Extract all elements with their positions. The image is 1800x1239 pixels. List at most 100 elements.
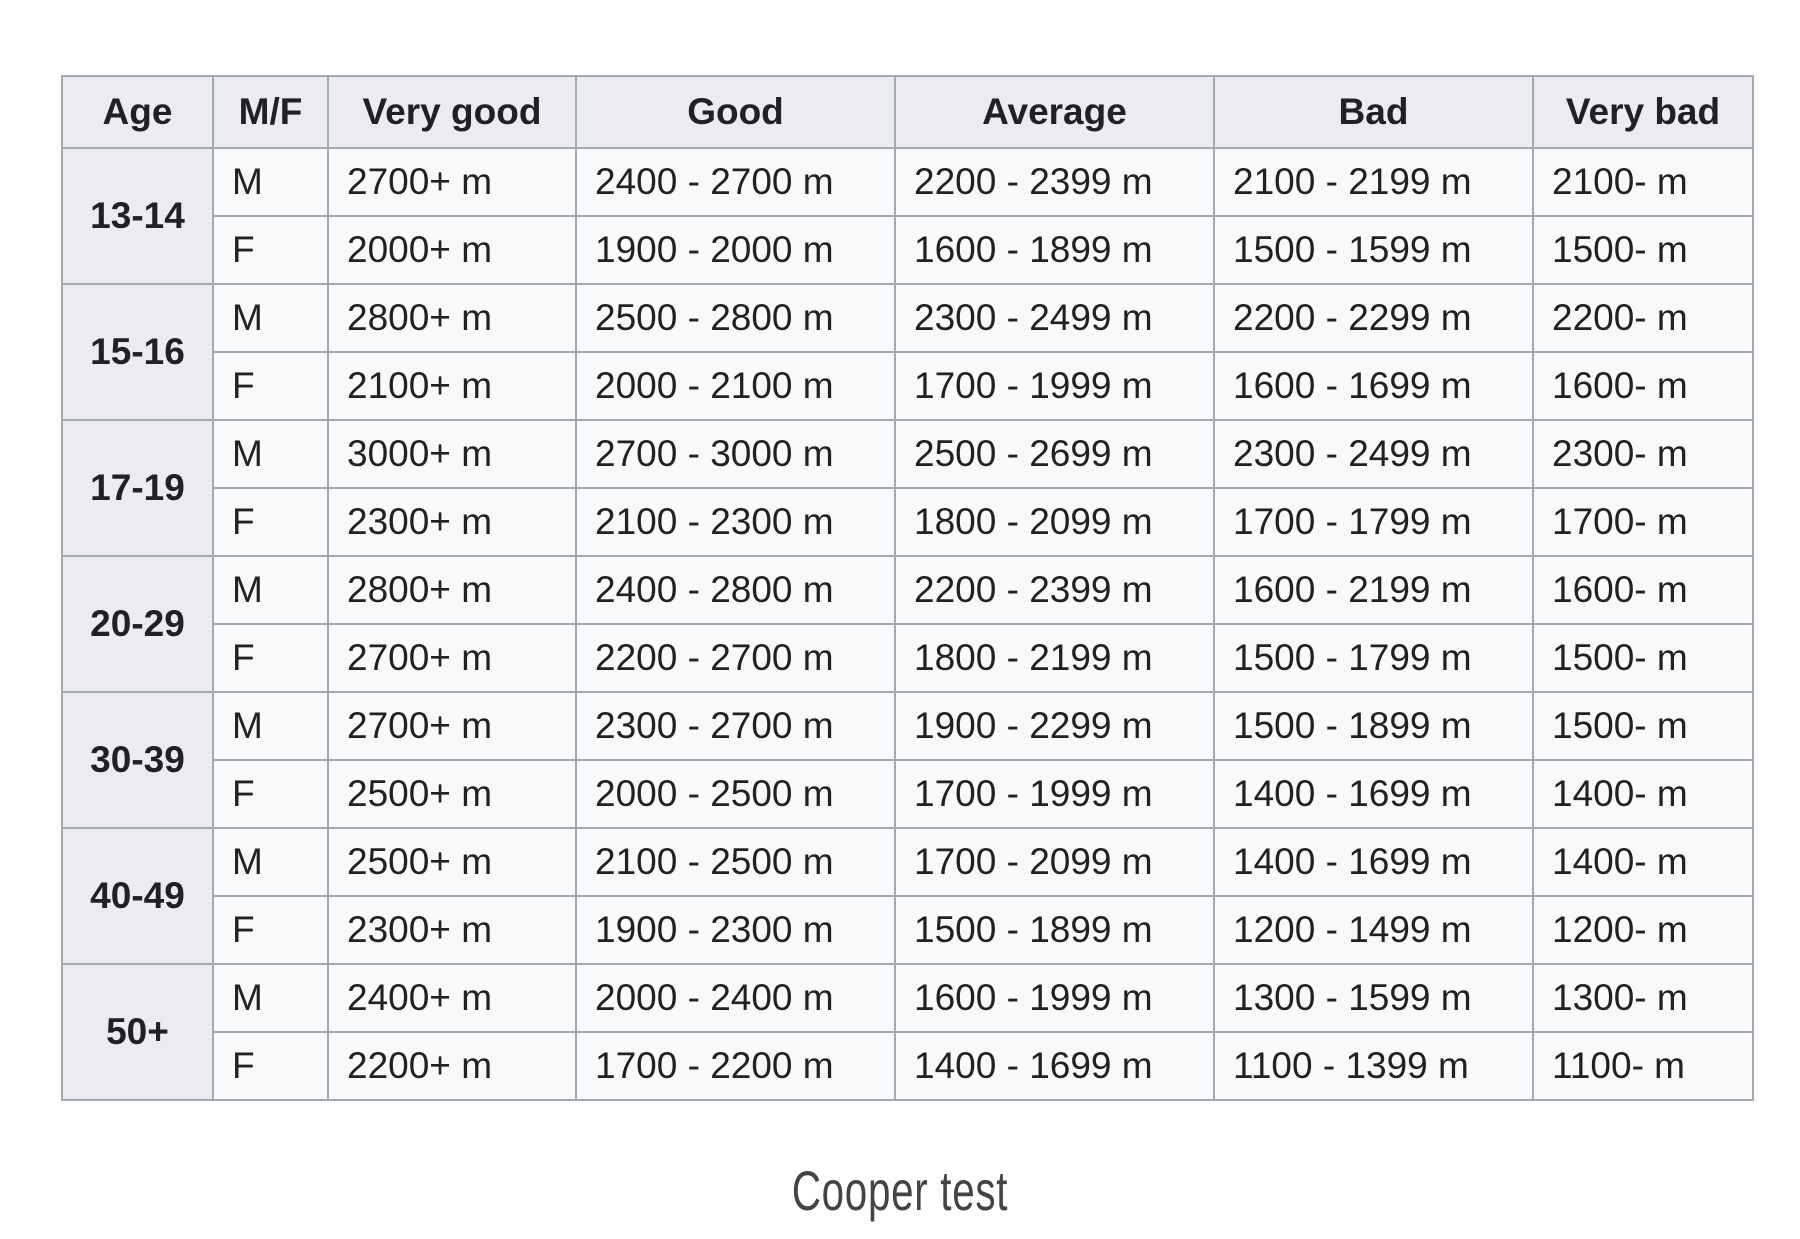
distance-cell: 1500- m <box>1532 215 1754 285</box>
distance-cell: 1800 - 2099 m <box>894 487 1215 557</box>
distance-cell: 1700 - 1999 m <box>894 759 1215 829</box>
table-row: F 2200+ m 1700 - 2200 m 1400 - 1699 m 1100 -… <box>62 1031 1754 1101</box>
distance-cell: 1400 - 1699 m <box>1213 827 1534 897</box>
distance-cell: 1900 - 2000 m <box>575 215 896 285</box>
distance-cell: 1600- m <box>1532 351 1754 421</box>
column-header: Age <box>61 75 214 149</box>
column-header: Very good <box>327 75 577 149</box>
distance-cell: 1200 - 1499 m <box>1213 895 1534 965</box>
sex-cell: F <box>212 351 329 421</box>
distance-cell: 1400- m <box>1532 827 1754 897</box>
sex-cell: M <box>212 419 329 489</box>
distance-cell: 2400+ m <box>327 963 577 1033</box>
table-row: F 2500+ m 2000 - 2500 m 1700 - 1999 m 1400 -… <box>62 759 1754 829</box>
distance-cell: 2200 - 2399 m <box>894 147 1215 217</box>
sex-cell: M <box>212 555 329 625</box>
table-row: F 2100+ m 2000 - 2100 m 1700 - 1999 m 1600 -… <box>62 351 1754 421</box>
distance-cell: 2500+ m <box>327 759 577 829</box>
distance-cell: 1700 - 1799 m <box>1213 487 1534 557</box>
sex-cell: M <box>212 827 329 897</box>
distance-cell: 1100- m <box>1532 1031 1754 1101</box>
distance-cell: 2200+ m <box>327 1031 577 1101</box>
distance-cell: 1400 - 1699 m <box>1213 759 1534 829</box>
distance-cell: 1900 - 2300 m <box>575 895 896 965</box>
distance-cell: 1300- m <box>1532 963 1754 1033</box>
distance-cell: 2700+ m <box>327 147 577 217</box>
distance-cell: 2000 - 2100 m <box>575 351 896 421</box>
distance-cell: 2300+ m <box>327 487 577 557</box>
distance-cell: 2100 - 2300 m <box>575 487 896 557</box>
column-header: Average <box>894 75 1215 149</box>
distance-cell: 1800 - 2199 m <box>894 623 1215 693</box>
distance-cell: 2300 - 2499 m <box>1213 419 1534 489</box>
age-group-cell: 40-49 <box>61 827 214 965</box>
age-group-cell: 50+ <box>61 963 214 1101</box>
table-row: F 2700+ m 2200 - 2700 m 1800 - 2199 m 1500 -… <box>62 623 1754 693</box>
distance-cell: 1600 - 1999 m <box>894 963 1215 1033</box>
sex-cell: M <box>212 691 329 761</box>
distance-cell: 2700+ m <box>327 623 577 693</box>
sex-cell: F <box>212 759 329 829</box>
distance-cell: 1600- m <box>1532 555 1754 625</box>
column-header: M/F <box>212 75 329 149</box>
age-group-cell: 30-39 <box>61 691 214 829</box>
distance-cell: 1500- m <box>1532 623 1754 693</box>
sex-cell: F <box>212 1031 329 1101</box>
header-row: Age M/F Very good Good Average Bad Very bad <box>61 75 1754 149</box>
distance-cell: 1500 - 1899 m <box>1213 691 1534 761</box>
column-header: Bad <box>1213 75 1534 149</box>
sex-cell: F <box>212 623 329 693</box>
sex-cell: F <box>212 895 329 965</box>
distance-cell: 1600 - 2199 m <box>1213 555 1534 625</box>
distance-cell: 2300+ m <box>327 895 577 965</box>
distance-cell: 2800+ m <box>327 555 577 625</box>
distance-cell: 2500+ m <box>327 827 577 897</box>
distance-cell: 2700+ m <box>327 691 577 761</box>
distance-cell: 2300- m <box>1532 419 1754 489</box>
distance-cell: 2500 - 2800 m <box>575 283 896 353</box>
cooper-test-table-container: Age M/F Very good Good Average Bad Very bad 13… <box>61 75 1754 1101</box>
distance-cell: 2300 - 2700 m <box>575 691 896 761</box>
age-group-cell: 17-19 <box>61 419 214 557</box>
distance-cell: 1600 - 1699 m <box>1213 351 1534 421</box>
distance-cell: 2000+ m <box>327 215 577 285</box>
distance-cell: 1500 - 1799 m <box>1213 623 1534 693</box>
distance-cell: 2400 - 2800 m <box>575 555 896 625</box>
distance-cell: 2400 - 2700 m <box>575 147 896 217</box>
distance-cell: 1500- m <box>1532 691 1754 761</box>
distance-cell: 2200 - 2399 m <box>894 555 1215 625</box>
distance-cell: 2000 - 2400 m <box>575 963 896 1033</box>
age-group-cell: 15-16 <box>61 283 214 421</box>
distance-cell: 2300 - 2499 m <box>894 283 1215 353</box>
distance-cell: 1200- m <box>1532 895 1754 965</box>
distance-cell: 1400- m <box>1532 759 1754 829</box>
distance-cell: 1300 - 1599 m <box>1213 963 1534 1033</box>
distance-cell: 1100 - 1399 m <box>1213 1031 1534 1101</box>
distance-cell: 2500 - 2699 m <box>894 419 1215 489</box>
distance-cell: 2100+ m <box>327 351 577 421</box>
distance-cell: 3000+ m <box>327 419 577 489</box>
distance-cell: 2800+ m <box>327 283 577 353</box>
sex-cell: M <box>212 147 329 217</box>
distance-cell: 2100 - 2500 m <box>575 827 896 897</box>
distance-cell: 2200- m <box>1532 283 1754 353</box>
distance-cell: 2100- m <box>1532 147 1754 217</box>
distance-cell: 2700 - 3000 m <box>575 419 896 489</box>
distance-cell: 1400 - 1699 m <box>894 1031 1215 1101</box>
distance-cell: 1700 - 2099 m <box>894 827 1215 897</box>
distance-cell: 2200 - 2299 m <box>1213 283 1534 353</box>
distance-cell: 2200 - 2700 m <box>575 623 896 693</box>
cooper-test-table: Age M/F Very good Good Average Bad Very bad 13… <box>61 75 1754 1101</box>
table-row: F 2300+ m 1900 - 2300 m 1500 - 1899 m 1200 -… <box>62 895 1754 965</box>
distance-cell: 1500 - 1599 m <box>1213 215 1534 285</box>
distance-cell: 2000 - 2500 m <box>575 759 896 829</box>
distance-cell: 1700- m <box>1532 487 1754 557</box>
distance-cell: 1600 - 1899 m <box>894 215 1215 285</box>
column-header: Very bad <box>1532 75 1754 149</box>
